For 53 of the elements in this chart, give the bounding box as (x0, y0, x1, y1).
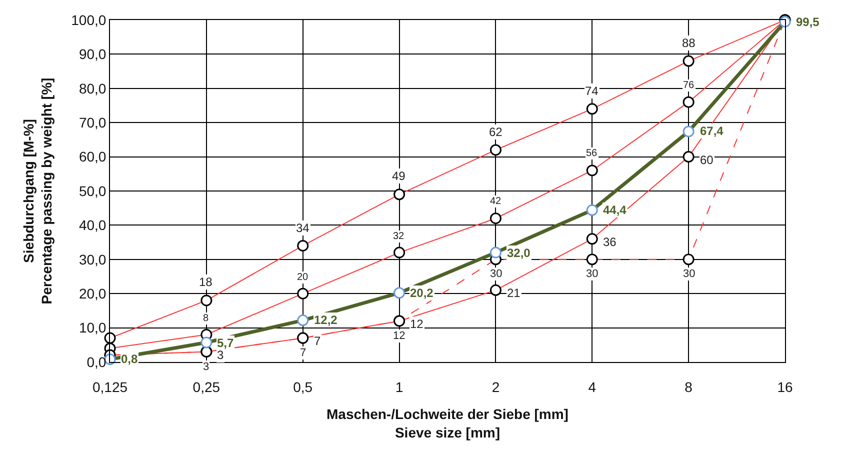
data-label: 3 (217, 348, 224, 362)
data-label: 30 (490, 268, 502, 280)
data-label: 99,5 (796, 15, 820, 29)
x-tick-label: 0,5 (293, 378, 313, 395)
x-tick-label: 4 (588, 378, 596, 395)
y-tick-label: 10,0 (78, 320, 106, 336)
x-axis-title: Maschen-/Lochweite der Siebe [mm] Sieve size [mm] (326, 406, 568, 440)
data-label: 74 (585, 84, 599, 98)
y-tick-label: 70,0 (78, 114, 106, 130)
x-tick-label: 0,125 (92, 378, 128, 395)
y-tick-label: 100,0 (71, 12, 106, 28)
data-label: 62 (489, 125, 503, 139)
data-label: 7 (314, 334, 321, 348)
x-tick-label: 16 (777, 378, 793, 395)
data-label: 8 (203, 313, 209, 324)
data-label: 36 (603, 235, 617, 249)
data-label: 32,0 (507, 246, 531, 260)
data-label: 21 (507, 286, 521, 300)
data-label: 67,4 (700, 124, 724, 138)
data-label: 34 (296, 221, 310, 235)
data-label: 7 (300, 347, 306, 359)
data-label: 44,4 (603, 203, 627, 217)
data-label: 88 (682, 36, 696, 50)
y-tick-label: 0,0 (86, 354, 106, 370)
data-label: 12 (393, 330, 406, 342)
data-label: 49 (392, 169, 406, 183)
x-tick-label: 8 (684, 378, 693, 395)
x-tick-label: 2 (492, 378, 500, 395)
y-tick-label: 60,0 (78, 148, 106, 165)
y-tick-label: 40,0 (78, 217, 106, 234)
y-tick-label: 50,0 (78, 182, 106, 199)
data-label: 32 (393, 231, 405, 242)
x-tick-label: 1 (395, 378, 404, 395)
x-tick-label: 0,25 (192, 378, 220, 395)
y-tick-label: 20,0 (78, 286, 106, 302)
y-tick-label: 80,0 (78, 80, 106, 96)
data-label: 18 (199, 275, 213, 289)
data-label: 56 (586, 148, 598, 159)
y-tick-label: 30,0 (78, 251, 106, 268)
data-label: 0,8 (121, 352, 138, 366)
data-label: 30 (586, 268, 598, 280)
data-label: 76 (683, 80, 695, 91)
data-label: 12,2 (314, 313, 338, 327)
data-label: 30 (683, 268, 696, 280)
data-label: 12 (410, 317, 424, 331)
data-label: 20 (297, 272, 309, 283)
data-label: 60 (700, 153, 714, 167)
y-axis-title: Siebdurchgang [M-%] Percentage passing by weight [%] (20, 78, 55, 304)
data-label: 20,2 (410, 286, 434, 300)
data-label: 3 (203, 361, 210, 373)
data-label: 5,7 (217, 336, 234, 350)
data-label: 42 (490, 196, 502, 207)
y-tick-label: 90,0 (78, 46, 106, 62)
